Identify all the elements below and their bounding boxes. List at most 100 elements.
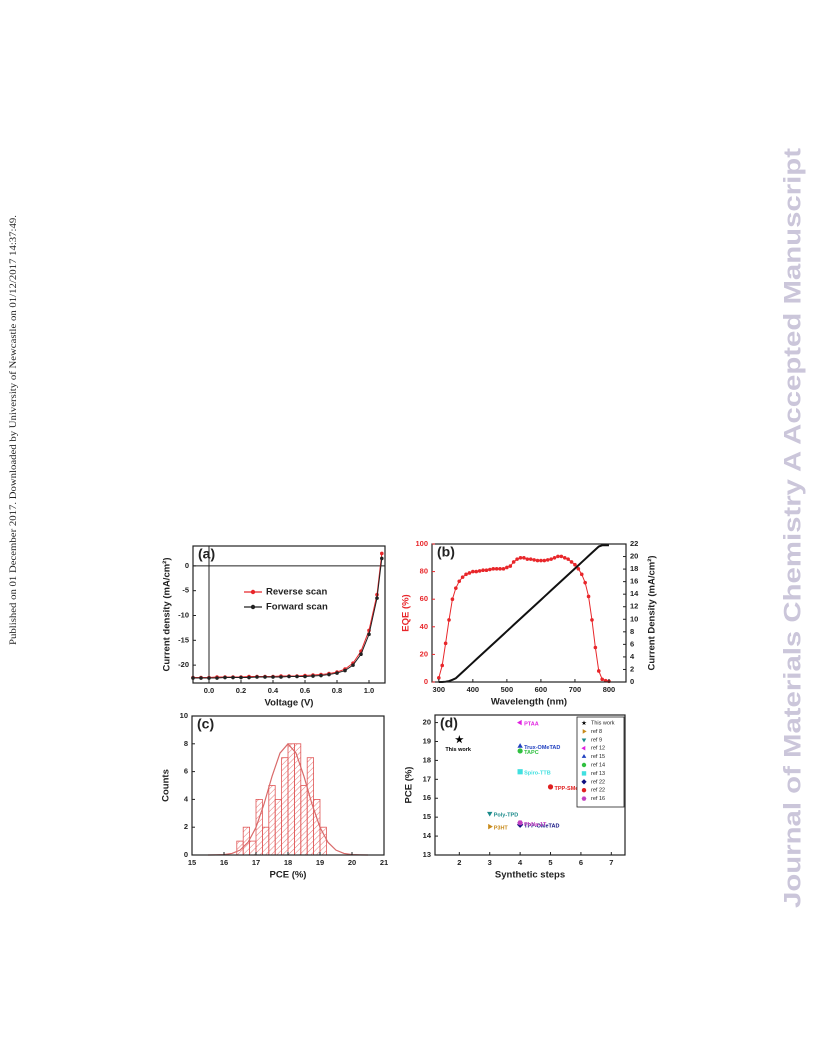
data-point xyxy=(443,641,448,646)
plot-frame xyxy=(431,543,627,683)
data-point xyxy=(450,597,455,601)
y2-tick-label: 10 xyxy=(630,614,638,623)
y-tick-label: -5 xyxy=(182,586,189,595)
data-point xyxy=(505,565,509,570)
data-point xyxy=(491,567,496,571)
x-axis-label: PCE (%) xyxy=(270,870,307,881)
data-point xyxy=(199,676,203,680)
data-point xyxy=(515,557,519,561)
y-tick-label: 13 xyxy=(423,850,431,859)
plot-frame xyxy=(192,545,386,684)
data-point xyxy=(457,579,462,584)
legend-marker xyxy=(581,762,587,768)
y-tick-label: 60 xyxy=(420,594,428,603)
data-point xyxy=(223,675,227,680)
x-tick-label: 16 xyxy=(220,858,228,867)
y-tick-label: 80 xyxy=(420,567,428,576)
data-point xyxy=(454,735,464,744)
data-point xyxy=(481,568,485,573)
y-tick-label: 6 xyxy=(184,767,188,776)
y2-tick-label: 22 xyxy=(630,539,638,548)
data-point xyxy=(437,676,441,680)
plot-frame xyxy=(434,714,626,856)
y-tick-label: 16 xyxy=(423,793,431,802)
x-tick-label: 0.8 xyxy=(332,686,342,695)
legend-label: ref 15 xyxy=(591,754,605,760)
y2-tick-label: 18 xyxy=(630,564,638,573)
data-point xyxy=(590,618,594,622)
panel-label: (a) xyxy=(198,546,215,562)
y-tick-label: -10 xyxy=(178,610,189,619)
point-label: PhNa-1T xyxy=(524,822,547,828)
fit-curve xyxy=(207,742,369,856)
data-point xyxy=(263,675,267,679)
legend-label: ref 12 xyxy=(591,746,605,752)
x-tick-label: 20 xyxy=(348,858,356,867)
legend-marker xyxy=(582,729,587,734)
data-point xyxy=(547,784,554,790)
y-tick-label: 18 xyxy=(423,755,431,764)
legend-label: Forward scan xyxy=(266,602,328,613)
legend-marker xyxy=(250,589,256,595)
point-label: TPP-OMeTAD xyxy=(524,824,559,830)
y-tick-label: 19 xyxy=(423,736,431,745)
data-point xyxy=(474,569,479,574)
data-point xyxy=(549,557,553,561)
data-point xyxy=(522,556,526,560)
histogram-bar xyxy=(319,826,327,856)
histogram-bar xyxy=(281,757,289,856)
y-tick-label: 20 xyxy=(420,649,428,658)
y2-tick-label: 20 xyxy=(630,552,638,561)
data-point xyxy=(351,663,355,667)
data-point xyxy=(454,586,458,590)
point-label: P3HT xyxy=(494,826,509,832)
y-tick-label: 15 xyxy=(423,812,431,821)
y-axis-label: Current density (mA/cm²) xyxy=(162,557,173,671)
data-point xyxy=(518,556,523,560)
x-tick-label: 0.0 xyxy=(204,686,214,695)
histogram-bar xyxy=(249,840,257,856)
data-point xyxy=(319,673,323,678)
data-point xyxy=(532,558,536,562)
data-point xyxy=(559,554,564,559)
point-label: This work xyxy=(445,747,472,753)
data-point xyxy=(517,748,523,754)
data-point xyxy=(525,557,530,561)
y-tick-label: 8 xyxy=(184,739,188,748)
data-point xyxy=(343,668,347,673)
point-label: Poly-TPD xyxy=(494,812,518,818)
series-line xyxy=(438,544,609,683)
data-point xyxy=(593,645,598,650)
x-tick-label: 15 xyxy=(188,858,196,867)
side-note: Published on 01 December 2017. Downloade… xyxy=(8,215,19,645)
data-point xyxy=(367,632,371,637)
y2-tick-label: 14 xyxy=(630,589,639,598)
data-point xyxy=(596,669,601,673)
data-point xyxy=(562,556,567,560)
y-tick-label: 14 xyxy=(423,831,432,840)
x-tick-label: 400 xyxy=(467,685,480,694)
data-point xyxy=(335,671,339,675)
histogram-bar xyxy=(313,799,321,856)
data-point xyxy=(239,675,243,680)
y-axis-label: EQE (%) xyxy=(401,594,412,631)
point-label: TAPC xyxy=(524,750,539,756)
histogram-bar xyxy=(293,743,302,856)
y-axis-label: Counts xyxy=(161,769,172,802)
legend-label: ref 22 xyxy=(591,779,605,785)
x-tick-label: 17 xyxy=(252,858,260,867)
y2-tick-label: 2 xyxy=(630,664,634,673)
data-point xyxy=(484,568,489,573)
data-point xyxy=(528,557,533,561)
data-point xyxy=(271,675,275,679)
data-point xyxy=(552,556,557,560)
y-tick-label: -20 xyxy=(178,660,189,669)
data-point xyxy=(517,769,523,775)
y-tick-label: 100 xyxy=(415,539,428,548)
data-point xyxy=(311,674,315,678)
y2-tick-label: 4 xyxy=(630,652,635,661)
data-point xyxy=(579,572,584,577)
data-point xyxy=(600,677,604,682)
data-point xyxy=(498,567,502,571)
